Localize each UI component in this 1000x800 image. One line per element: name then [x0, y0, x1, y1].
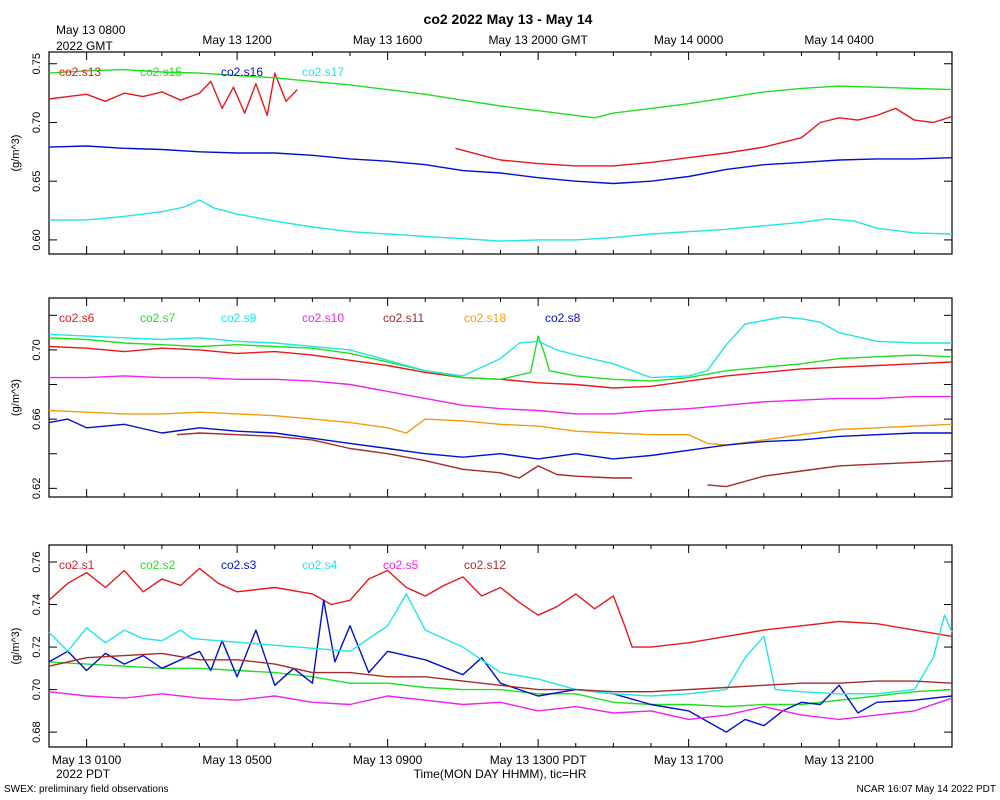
legend-entry-co2.s11: co2.s11 [383, 311, 424, 325]
series-line-co2.s7 [48, 335, 953, 382]
y-tick-label: 0.70 [31, 112, 43, 133]
top-left-date: May 13 0800 [56, 23, 126, 37]
y-axis-label: (g/m^3) [10, 628, 22, 665]
panel-bottom: 0.68 0.70 0.72 0.74 0.76 (g/m^3) co2.s1 co2.s2 c… [10, 544, 953, 748]
chart-title: co2 2022 May 13 - May 14 [424, 11, 593, 27]
y-tick-label: 0.72 [31, 636, 43, 657]
plot-frame [48, 51, 953, 255]
legend-entry-co2.s7: co2.s7 [140, 311, 176, 325]
plot-frame [48, 297, 953, 498]
series-line-co2.s12 [48, 652, 953, 693]
legend-entry-co2.s18: co2.s18 [464, 311, 506, 325]
series-line-co2.s4 [48, 593, 953, 697]
top-axis-tick-label: May 13 1200 [202, 33, 272, 47]
y-axis-label: (g/m^3) [10, 135, 22, 172]
series-line-co2.s17 [49, 199, 953, 242]
bottom-axis-tick-labels: May 13 0100 May 13 0500 May 13 0900 May 13 … [52, 753, 874, 767]
series-line-co2.s1 [48, 567, 953, 648]
y-tick-label: 0.68 [31, 721, 43, 742]
y-tick-label: 0.70 [31, 339, 43, 360]
series-line-co2.s13b [455, 107, 953, 167]
legend-entry-co2.s5: co2.s5 [383, 558, 419, 572]
top-axis-tick-label: May 13 2000 GMT [488, 33, 588, 47]
bottom-left-year: 2022 PDT [56, 767, 111, 781]
legend-entry-co2.s15: co2.s15 [140, 65, 182, 79]
legend-entry-co2.s16: co2.s16 [221, 65, 263, 79]
bottom-axis-tick-label: May 13 0100 [52, 753, 122, 767]
series-line-co2.s11b [707, 460, 953, 488]
top-axis-tick-label: May 14 0400 [804, 33, 874, 47]
series-line-co2.s11 [176, 432, 633, 479]
series-line-co2.s16 [48, 145, 953, 185]
top-axis-tick-label: May 13 1600 [353, 33, 423, 47]
series-line-co2.s6 [48, 345, 953, 389]
legend-entry-co2.s17: co2.s17 [302, 65, 344, 79]
series-line-co2.s18 [48, 409, 953, 446]
legend-entry-co2.s1: co2.s1 [59, 558, 95, 572]
series-line-co2.s10 [49, 375, 952, 415]
series-line-co2.s3 [48, 599, 953, 733]
y-tick-label: 0.75 [31, 53, 43, 74]
bottom-axis-tick-label: May 13 1300 PDT [490, 753, 587, 767]
legend-entry-co2.s9: co2.s9 [221, 311, 257, 325]
series-line-co2.s15 [48, 68, 953, 119]
x-axis-label: Time(MON DAY HHMM), tic=HR [414, 767, 587, 781]
legend-entry-co2.s4: co2.s4 [302, 558, 338, 572]
legend-entry-co2.s10: co2.s10 [302, 311, 344, 325]
bottom-axis-tick-label: May 13 0500 [202, 753, 272, 767]
bottom-axis-tick-label: May 13 2100 [804, 753, 874, 767]
y-tick-label: 0.62 [31, 478, 43, 499]
series-line-co2.s8 [48, 418, 952, 460]
legend-entry-co2.s12: co2.s12 [464, 558, 506, 572]
legend-entry-co2.s3: co2.s3 [221, 558, 257, 572]
y-tick-label: 0.70 [31, 679, 43, 700]
legend-entry-co2.s13: co2.s13 [59, 65, 101, 79]
legend-entry-co2.s6: co2.s6 [59, 311, 95, 325]
panel-middle: 0.62 0.66 0.70 (g/m^3) co2.s6 co2.s7 co2.s9 co2… [10, 297, 953, 499]
bottom-axis-tick-label: May 13 1700 [654, 753, 724, 767]
panel-top: 0.60 0.65 0.70 0.75 (g/m^3) co2.s13 co2.s15 co2… [10, 51, 953, 255]
note-right: NCAR 16:07 May 14 2022 PDT [856, 784, 996, 795]
y-tick-label: 0.60 [31, 229, 43, 250]
series-line-co2.s13 [48, 72, 298, 117]
note-left: SWEX: preliminary field observations [4, 784, 169, 795]
bottom-axis-tick-label: May 13 0900 [353, 753, 423, 767]
series-line-co2.s2 [48, 661, 953, 708]
y-tick-label: 0.65 [31, 170, 43, 191]
series-line-co2.s5 [48, 691, 953, 721]
legend-entry-co2.s8: co2.s8 [545, 311, 581, 325]
y-axis-label: (g/m^3) [10, 379, 22, 416]
top-axis-tick-label: May 14 0000 [654, 33, 724, 47]
top-left-year: 2022 GMT [56, 39, 113, 53]
series-line-co2.s9 [48, 316, 952, 379]
y-tick-label: 0.74 [31, 594, 43, 615]
y-tick-label: 0.66 [31, 408, 43, 429]
top-axis-tick-labels: May 13 1200 May 13 1600 May 13 2000 GMT May… [202, 33, 874, 47]
y-tick-label: 0.76 [31, 551, 43, 572]
legend-entry-co2.s2: co2.s2 [140, 558, 176, 572]
